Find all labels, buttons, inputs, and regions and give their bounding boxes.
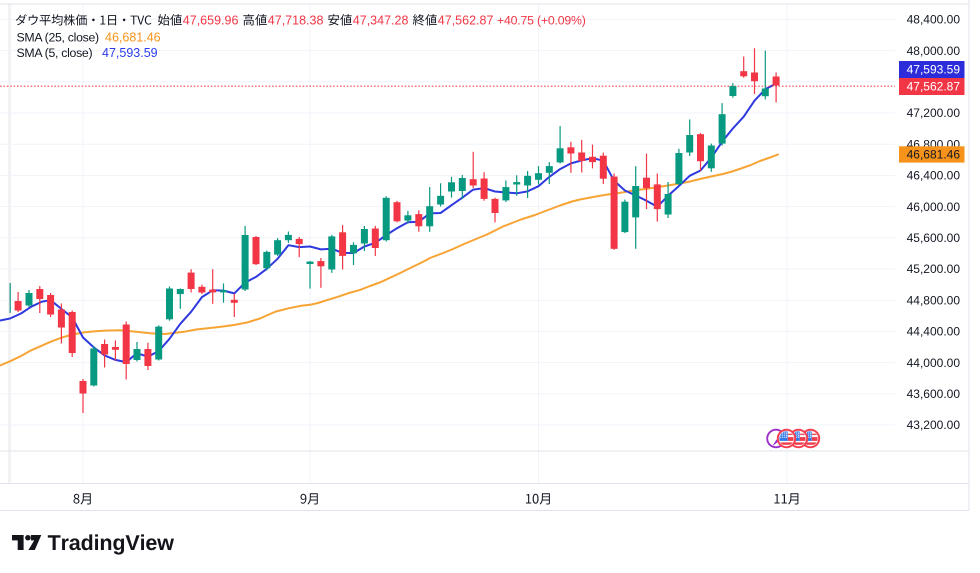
svg-text:46,400.00: 46,400.00: [907, 169, 961, 183]
svg-text:44,000.00: 44,000.00: [907, 356, 961, 370]
svg-text:44,800.00: 44,800.00: [907, 293, 961, 307]
svg-text:47,562.87: 47,562.87: [438, 14, 494, 28]
svg-text:47,718.38: 47,718.38: [268, 14, 324, 28]
svg-text:45,200.00: 45,200.00: [907, 262, 961, 276]
svg-text:46,681.46: 46,681.46: [105, 31, 161, 45]
svg-text:47,593.59: 47,593.59: [907, 63, 961, 77]
svg-text:46,681.46: 46,681.46: [907, 148, 961, 162]
svg-text:47,200.00: 47,200.00: [907, 106, 961, 120]
svg-text:48,000.00: 48,000.00: [907, 44, 961, 58]
svg-text:+40.75 (+0.09%): +40.75 (+0.09%): [497, 14, 586, 28]
svg-text:43,200.00: 43,200.00: [907, 418, 961, 432]
svg-text:47,347.28: 47,347.28: [353, 14, 409, 28]
svg-text:45,600.00: 45,600.00: [907, 231, 961, 245]
svg-text:SMA (5, close): SMA (5, close): [17, 46, 93, 60]
svg-text:44,400.00: 44,400.00: [907, 325, 961, 339]
svg-text:48,400.00: 48,400.00: [907, 13, 961, 27]
svg-text:47,562.87: 47,562.87: [907, 80, 961, 94]
svg-text:47,659.96: 47,659.96: [183, 14, 239, 28]
svg-text:47,593.59: 47,593.59: [102, 46, 158, 60]
svg-text:43,600.00: 43,600.00: [907, 387, 961, 401]
svg-text:46,000.00: 46,000.00: [907, 200, 961, 214]
svg-text:SMA (25, close): SMA (25, close): [17, 31, 99, 45]
